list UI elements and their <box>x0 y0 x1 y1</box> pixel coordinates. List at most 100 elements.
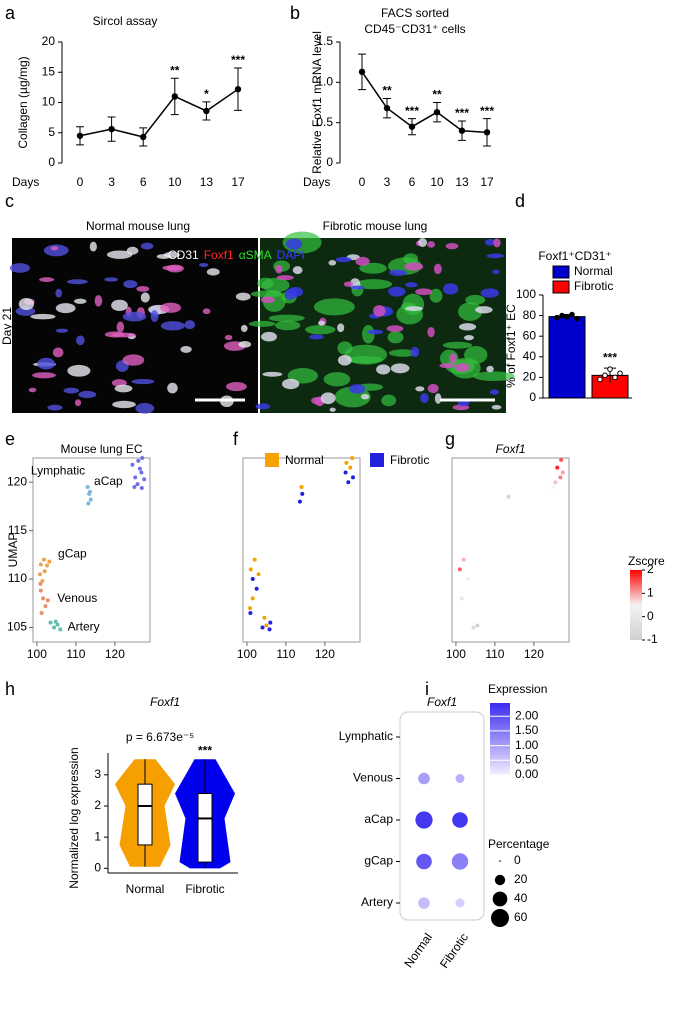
texture <box>329 407 336 412</box>
texture <box>328 260 337 266</box>
y-axis-label: UMAP <box>6 533 20 568</box>
y-tick-label: 0 <box>326 155 333 169</box>
point <box>55 622 60 627</box>
point <box>248 606 253 611</box>
texture <box>32 372 56 379</box>
texture <box>355 279 393 290</box>
point <box>574 315 580 322</box>
point <box>343 470 348 475</box>
x-tick-label: 100 <box>237 647 257 661</box>
y-tick-label: 15 <box>42 64 56 78</box>
point <box>108 125 115 133</box>
size-key <box>494 874 506 886</box>
significance: *** <box>603 350 617 364</box>
chart-title: Foxf1 <box>427 695 457 709</box>
dot <box>418 772 430 785</box>
x-tick-label: 100 <box>27 647 47 661</box>
point <box>88 497 93 502</box>
point <box>459 596 464 601</box>
texture <box>274 320 301 331</box>
size-key-label: 60 <box>514 910 528 924</box>
point <box>559 312 565 319</box>
texture <box>337 354 352 366</box>
y-axis-label: Relative Foxf1 mRNA level <box>310 31 324 174</box>
colorbar-tick-label: 1.00 <box>515 738 539 752</box>
significance: *** <box>198 743 212 757</box>
legend-title: Expression <box>488 682 547 696</box>
texture <box>156 254 171 259</box>
point <box>41 596 46 601</box>
point <box>139 486 144 491</box>
colorbar-tick-label: 0 <box>647 609 654 623</box>
legend-swatch <box>370 453 384 467</box>
point <box>458 127 466 134</box>
point <box>299 485 304 490</box>
texture <box>111 332 136 338</box>
texture <box>106 250 133 259</box>
texture <box>472 371 515 382</box>
panel-letter: c <box>5 191 14 211</box>
texture <box>261 331 277 342</box>
row-label: Lymphatic <box>339 729 393 743</box>
point <box>297 499 302 504</box>
texture <box>489 389 499 395</box>
texture <box>458 302 483 321</box>
colorbar <box>630 570 642 640</box>
cluster-label: Venous <box>57 591 97 605</box>
dot <box>452 812 468 828</box>
colorbar <box>490 703 510 775</box>
stain-legend: CD31 Foxf1 αSMA DAPI <box>168 248 305 262</box>
texture <box>30 313 56 320</box>
texture <box>55 288 63 298</box>
chart-title: Sircol assay <box>93 14 158 28</box>
point <box>471 625 476 630</box>
x-tick-label: Normal <box>126 882 165 896</box>
point <box>132 485 137 490</box>
point <box>551 485 556 490</box>
texture <box>74 298 87 304</box>
panel-letter: e <box>5 429 15 449</box>
chart-title: CD45⁻CD31⁺ cells <box>364 22 465 36</box>
texture <box>39 277 55 282</box>
legend-label: Fibrotic <box>390 453 429 467</box>
point <box>264 623 269 628</box>
texture <box>199 262 209 267</box>
y-tick-label: 2 <box>94 798 101 812</box>
texture <box>275 264 283 274</box>
texture <box>318 320 325 326</box>
texture <box>150 310 159 323</box>
texture <box>50 246 59 251</box>
colorbar-tick-label: 2 <box>647 562 654 576</box>
bar <box>548 316 586 399</box>
point <box>48 620 53 625</box>
dot <box>455 774 465 783</box>
cluster-label: gCap <box>58 546 87 560</box>
texture <box>389 269 407 276</box>
box <box>137 783 153 846</box>
texture <box>162 265 182 271</box>
stain-name: Foxf1 <box>204 248 234 262</box>
texture <box>484 239 496 246</box>
texture <box>167 382 178 394</box>
texture <box>104 277 119 282</box>
texture <box>335 256 352 263</box>
point <box>569 311 575 318</box>
x-axis-label: Days <box>303 175 330 189</box>
texture <box>415 288 433 296</box>
texture <box>313 298 355 316</box>
texture <box>355 256 370 266</box>
colorbar-tick-label: -1 <box>647 632 658 646</box>
y-tick-label: 0.5 <box>316 115 333 129</box>
point <box>465 577 470 582</box>
box <box>197 793 213 863</box>
point <box>45 563 50 568</box>
texture <box>47 404 63 411</box>
point <box>555 465 560 470</box>
point <box>597 376 603 383</box>
y-tick-label: 80 <box>523 308 537 322</box>
point <box>559 457 564 462</box>
y-tick-label: 110 <box>8 571 27 585</box>
texture <box>224 334 233 341</box>
point <box>344 460 349 465</box>
texture <box>439 363 456 369</box>
